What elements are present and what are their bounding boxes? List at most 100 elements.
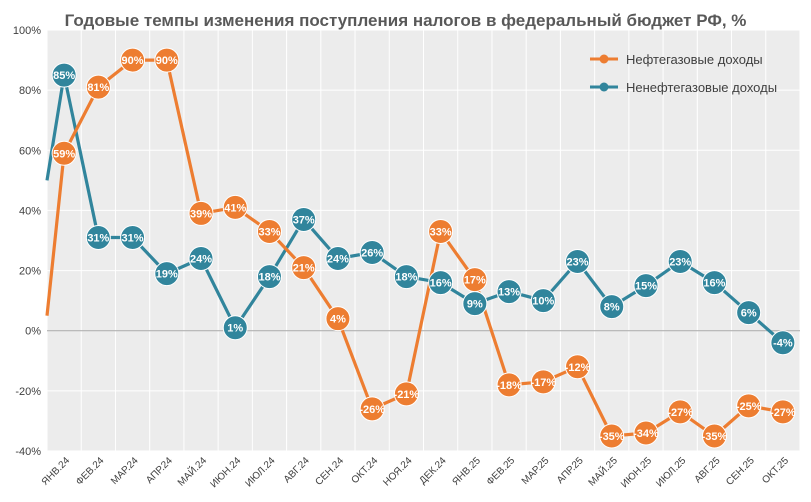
data-point: [359, 396, 385, 422]
data-point: [154, 47, 180, 73]
data-point: [667, 249, 693, 275]
data-label: 81%: [87, 82, 109, 94]
data-point: [530, 288, 556, 314]
data-label: -18%: [496, 380, 522, 392]
data-label: 23%: [669, 257, 691, 269]
data-label: 16%: [703, 278, 725, 290]
data-label: -35%: [599, 431, 625, 443]
x-tick-label: ДЕК.24: [418, 455, 450, 487]
x-tick-label: МАЙ.25: [585, 454, 620, 489]
x-tick-label: АВГ.24: [282, 455, 312, 485]
data-point: [496, 372, 522, 398]
data-label: 13%: [498, 287, 520, 299]
data-label: -27%: [667, 407, 693, 419]
data-point: [599, 423, 625, 449]
x-tick-label: СЕН.25: [724, 455, 757, 488]
data-point: [428, 270, 454, 296]
data-label: 16%: [430, 278, 452, 290]
data-label: 41%: [224, 202, 246, 214]
data-label: -4%: [773, 338, 793, 350]
x-tick-label: НОЯ.24: [381, 455, 414, 488]
legend: Нефтегазовые доходы Ненефтегазовые доходы: [590, 52, 777, 95]
data-label: 19%: [156, 269, 178, 281]
x-tick-label: СЕН.24: [314, 455, 347, 488]
data-point: [462, 267, 488, 293]
y-tick-label: -20%: [15, 386, 41, 398]
data-point: [565, 354, 591, 380]
data-label: 26%: [361, 248, 383, 260]
data-point: [359, 240, 385, 266]
y-tick-label: 100%: [13, 25, 41, 37]
data-label: 24%: [327, 254, 349, 266]
data-point: [51, 62, 77, 88]
data-point: [530, 369, 556, 395]
data-point: [428, 218, 454, 244]
data-point: [222, 194, 248, 220]
data-label: 17%: [464, 275, 486, 287]
x-tick-label: ИЮН.24: [208, 455, 243, 490]
x-tick-label: ИЮЛ.25: [654, 455, 688, 489]
legend-label: Нефтегазовые доходы: [626, 52, 763, 67]
data-point: [256, 264, 282, 290]
data-point: [701, 423, 727, 449]
data-point: [565, 249, 591, 275]
x-tick-label: ОКТ.24: [350, 455, 381, 486]
x-tick-label: МАР.25: [520, 455, 552, 487]
data-label: 31%: [122, 232, 144, 244]
y-tick-label: 60%: [19, 145, 41, 157]
y-tick-label: -40%: [15, 446, 41, 458]
y-tick-label: 80%: [19, 85, 41, 97]
data-label: 18%: [258, 272, 280, 284]
data-label: 15%: [635, 281, 657, 293]
x-tick-label: ИЮЛ.24: [243, 455, 277, 489]
data-point: [291, 255, 317, 281]
data-point: [51, 140, 77, 166]
data-label: 33%: [430, 226, 452, 238]
data-label: 9%: [467, 299, 483, 311]
chart-title: Годовые темпы изменения поступления нало…: [64, 11, 747, 30]
x-tick-label: ИЮН.25: [619, 455, 654, 490]
data-point: [667, 399, 693, 425]
x-tick-label: АВГ.25: [693, 455, 723, 485]
data-label: 90%: [122, 55, 144, 67]
data-point: [770, 330, 796, 356]
y-tick-label: 40%: [19, 205, 41, 217]
data-label: -34%: [633, 428, 659, 440]
data-label: 8%: [604, 302, 620, 314]
data-point: [736, 300, 762, 326]
data-point: [393, 381, 419, 407]
data-point: [393, 264, 419, 290]
data-label: 4%: [330, 314, 346, 326]
data-label: 31%: [87, 232, 109, 244]
data-label: -25%: [736, 401, 762, 413]
x-tick-label: АПР.25: [555, 455, 586, 486]
data-label: 21%: [293, 263, 315, 275]
data-label: 59%: [53, 148, 75, 160]
legend-label: Ненефтегазовые доходы: [626, 80, 777, 95]
data-point: [701, 270, 727, 296]
x-tick-label: ФЕВ.25: [485, 455, 518, 488]
data-point: [188, 200, 214, 226]
data-label: -27%: [770, 407, 796, 419]
data-point: [154, 261, 180, 287]
data-label: 10%: [532, 296, 554, 308]
data-label: -26%: [359, 404, 385, 416]
data-point: [291, 206, 317, 232]
data-label: 90%: [156, 55, 178, 67]
data-label: 18%: [395, 272, 417, 284]
data-point: [770, 399, 796, 425]
y-tick-label: 20%: [19, 266, 41, 278]
y-tick-label: 0%: [25, 326, 41, 338]
x-tick-label: МАР.24: [109, 455, 141, 487]
data-point: [120, 224, 146, 250]
data-point: [325, 306, 351, 332]
data-point: [325, 246, 351, 272]
data-point: [633, 273, 659, 299]
data-label: -21%: [394, 389, 420, 401]
data-label: 85%: [53, 70, 75, 82]
data-point: [188, 246, 214, 272]
x-tick-label: ЯНВ.25: [450, 455, 483, 488]
data-label: 1%: [227, 323, 243, 335]
data-label: -17%: [530, 377, 556, 389]
